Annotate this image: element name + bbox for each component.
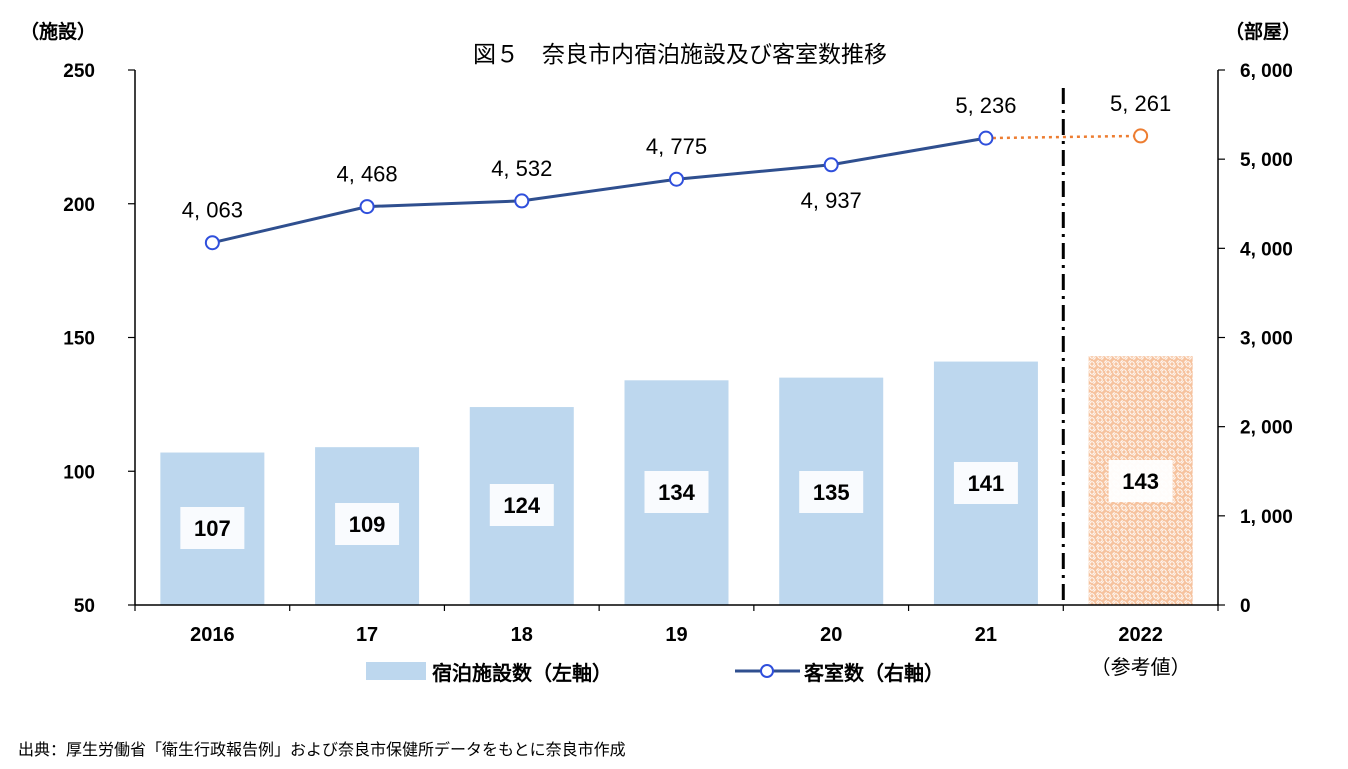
bar-value-label: 135 xyxy=(813,480,850,505)
room-marker-20 xyxy=(823,157,839,173)
room-marker-17 xyxy=(359,199,375,215)
bar-value-box xyxy=(489,484,554,526)
right-tick-label: 0 xyxy=(1240,596,1251,617)
line-value-label: 5, 261 xyxy=(1110,91,1171,116)
room-marker-21 xyxy=(978,130,994,146)
source-note: 出典：厚生労働省「衛生行政報告例」および奈良市保健所データをもとに奈良市作成 xyxy=(18,740,626,759)
left-tick-label: 200 xyxy=(63,195,95,216)
right-tick-label: 1, 000 xyxy=(1240,507,1293,528)
bar-value-label: 124 xyxy=(503,493,540,518)
bar-value-box xyxy=(335,503,400,545)
bar-value-box xyxy=(180,507,245,549)
room-marker-18 xyxy=(514,193,530,209)
room-count-line xyxy=(212,136,987,245)
bar-value-box xyxy=(799,471,864,513)
bar-value-label: 143 xyxy=(1122,469,1159,494)
bar-value-box xyxy=(953,462,1018,504)
x-tick-label: 18 xyxy=(511,624,533,646)
x-tick-label: 2022 xyxy=(1118,624,1163,646)
room-marker-19 xyxy=(669,171,684,187)
room-count-reference-line xyxy=(985,134,1141,140)
bar-value-label: 141 xyxy=(968,471,1005,496)
line-value-label: 4, 775 xyxy=(646,134,707,159)
x-tick-label: 19 xyxy=(665,624,687,646)
right-axis-unit: （部屋） xyxy=(1225,20,1301,43)
legend-bar-swatch xyxy=(366,662,426,680)
line-layer xyxy=(204,128,1149,251)
line-value-label: 4, 937 xyxy=(801,188,862,213)
room-marker-2016 xyxy=(204,235,220,251)
bar-value-box xyxy=(644,471,709,513)
left-tick-label: 100 xyxy=(63,462,95,483)
x-tick-label: 17 xyxy=(356,624,378,646)
chart: 図５ 奈良市内宿泊施設及び客室数推移 （施設） （部屋） 25020015010… xyxy=(20,20,1301,685)
labels-layer: 107 109 124 134 135 141 143 4, 063 4, 468 4, 532 4… xyxy=(180,91,1173,549)
bar-value-label: 109 xyxy=(349,512,386,537)
x-category-note: （参考値） xyxy=(1091,655,1191,679)
line-value-label: 4, 063 xyxy=(182,198,243,223)
right-tick-label: 2, 000 xyxy=(1240,418,1293,439)
line-value-label: 4, 532 xyxy=(491,156,552,181)
line-value-label: 4, 468 xyxy=(336,162,397,187)
chart-title: 図５ 奈良市内宿泊施設及び客室数推移 xyxy=(473,42,887,68)
bar-value-box xyxy=(1108,460,1173,502)
left-tick-label: 250 xyxy=(63,61,95,82)
x-tick-label: 21 xyxy=(975,624,997,646)
room-marker-2022-reference xyxy=(1133,128,1149,144)
line-value-label: 5, 236 xyxy=(955,93,1016,118)
x-tick-label: 20 xyxy=(820,624,842,646)
right-tick-label: 6, 000 xyxy=(1240,61,1293,82)
bar-value-label: 107 xyxy=(194,516,231,541)
left-axis-unit: （施設） xyxy=(20,20,96,43)
right-tick-label: 5, 000 xyxy=(1240,150,1293,171)
bar-value-label: 134 xyxy=(658,480,695,505)
left-tick-label: 50 xyxy=(74,596,95,617)
legend-line-marker xyxy=(760,664,774,678)
right-tick-label: 3, 000 xyxy=(1240,329,1293,350)
legend-line-label: 客室数（右軸） xyxy=(803,661,944,685)
x-tick-label: 2016 xyxy=(190,624,235,646)
left-tick-label: 150 xyxy=(63,329,95,350)
right-tick-label: 4, 000 xyxy=(1240,239,1293,260)
legend-bar-label: 宿泊施設数（左軸） xyxy=(432,661,612,685)
